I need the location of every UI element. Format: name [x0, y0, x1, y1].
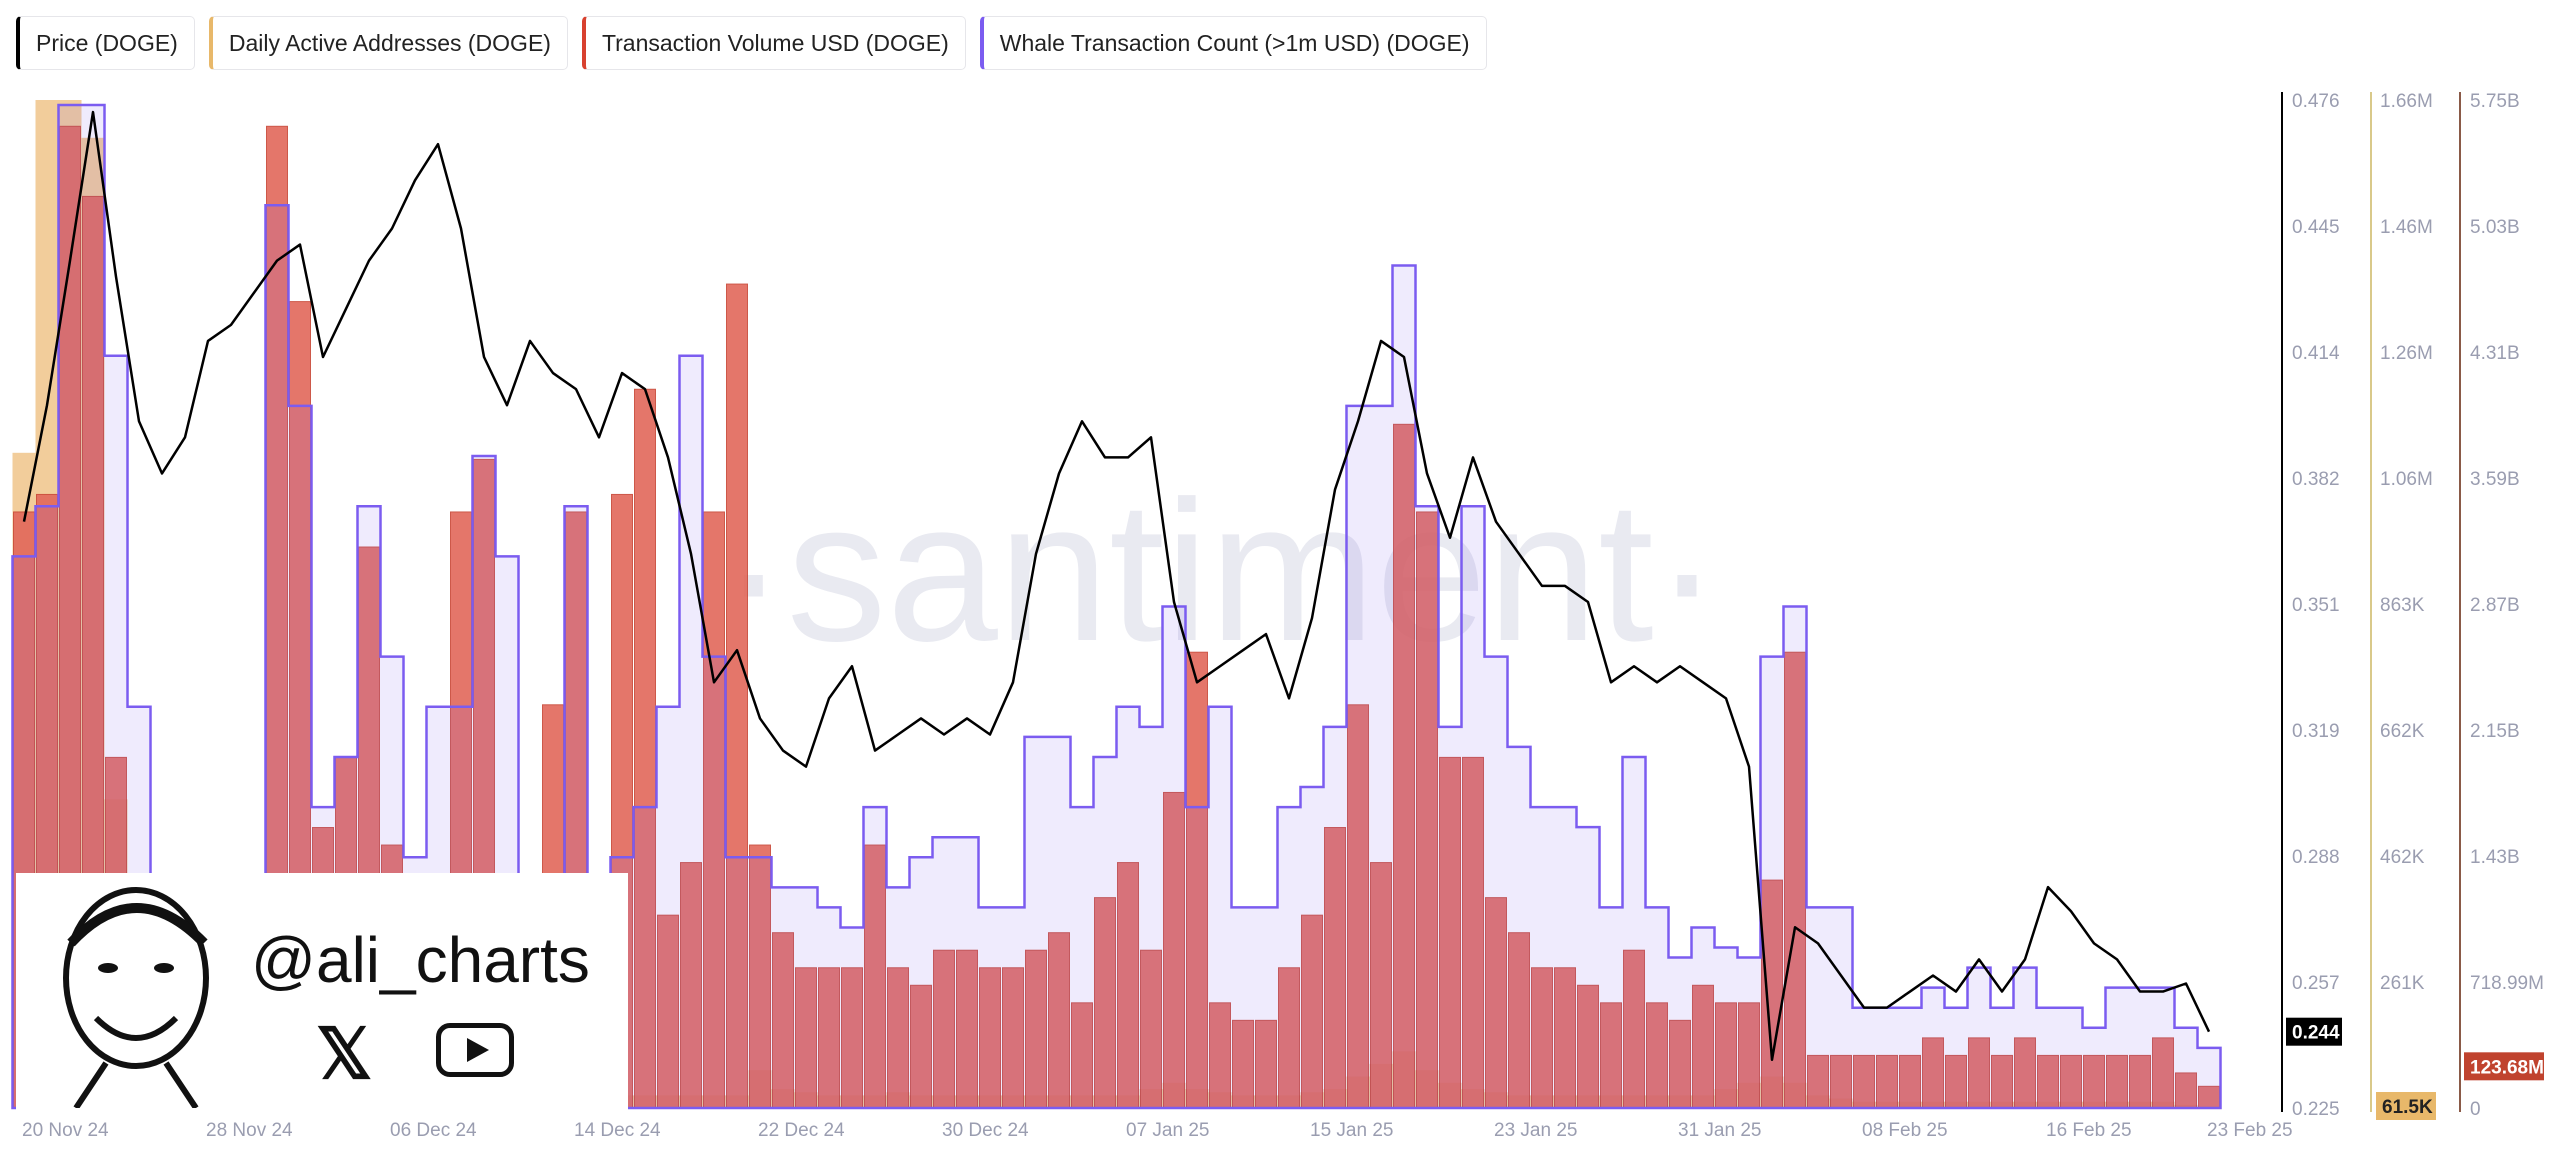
volume-current-badge: 123.68M [2470, 1057, 2544, 1078]
youtube-icon[interactable] [436, 1023, 514, 1077]
volume-tick-label: 5.03B [2470, 217, 2520, 238]
volume-tick-label: 718.99M [2470, 973, 2544, 994]
volume-tick-label: 5.75B [2470, 91, 2520, 112]
addresses-tick-label: 261K [2380, 973, 2425, 994]
author-handle: @ali_charts [251, 924, 590, 996]
x-tick-label: 15 Jan 25 [1310, 1120, 1393, 1141]
x-tick-label: 23 Jan 25 [1494, 1120, 1577, 1141]
legend: Price (DOGE) Daily Active Addresses (DOGE… [16, 16, 1487, 70]
price-tick-label: 0.319 [2292, 721, 2340, 742]
price-tick-label: 0.476 [2292, 91, 2340, 112]
axes: 0.476 0.445 0.414 0.382 0.351 0.319 0.288 0.257… [22, 91, 2544, 1141]
x-tick-label: 22 Dec 24 [758, 1120, 845, 1141]
watermark: ·santiment· [720, 460, 1720, 683]
addresses-tick-label: 1.26M [2380, 343, 2433, 364]
x-tick-label: 08 Feb 25 [1862, 1120, 1948, 1141]
addresses-tick-label: 1.66M [2380, 91, 2433, 112]
addresses-current-badge-bg [2376, 1092, 2436, 1120]
legend-item[interactable]: Whale Transaction Count (>1m USD) (DOGE) [979, 16, 1487, 70]
addresses-tick-label: 863K [2380, 595, 2425, 616]
addresses-tick-label: 662K [2380, 721, 2425, 742]
volume-tick-label: 3.59B [2470, 469, 2520, 490]
x-tick-label: 23 Feb 25 [2207, 1120, 2293, 1141]
price-tick-label: 0.414 [2292, 343, 2340, 364]
x-tick-label: 28 Nov 24 [206, 1120, 293, 1141]
price-line [22, 110, 2211, 1062]
price-series [22, 110, 2211, 1062]
addresses-current-badge: 61.5K [2382, 1097, 2433, 1118]
addresses-tick-label: 1.46M [2380, 217, 2433, 238]
x-tick-label: 31 Jan 25 [1678, 1120, 1761, 1141]
volume-tick-label: 2.15B [2470, 721, 2520, 742]
price-tick-label: 0.225 [2292, 1099, 2340, 1120]
x-tick-label: 30 Dec 24 [942, 1120, 1029, 1141]
x-logo-icon[interactable]: 𝕏 [316, 1015, 373, 1093]
legend-item[interactable]: Daily Active Addresses (DOGE) [208, 16, 568, 70]
volume-tick-label: 0 [2470, 1099, 2481, 1120]
whale-count-series [11, 103, 2222, 1110]
price-current-badge-bg [2286, 1017, 2342, 1046]
whale-count-step-line [11, 103, 2222, 1110]
volume-tick-label: 2.87B [2470, 595, 2520, 616]
x-tick-label: 14 Dec 24 [574, 1120, 661, 1141]
price-tick-label: 0.257 [2292, 973, 2340, 994]
author-overlay: @ali_charts 𝕏 [16, 873, 628, 1115]
x-tick-label: 16 Feb 25 [2046, 1120, 2132, 1141]
legend-item[interactable]: Price (DOGE) [16, 16, 195, 70]
price-tick-label: 0.445 [2292, 217, 2340, 238]
volume-tick-label: 4.31B [2470, 343, 2520, 364]
author-avatar-icon [63, 887, 209, 1108]
legend-item[interactable]: Transaction Volume USD (DOGE) [581, 16, 966, 70]
addresses-tick-label: 1.06M [2380, 469, 2433, 490]
price-tick-label: 0.288 [2292, 847, 2340, 868]
price-current-badge: 0.244 [2292, 1023, 2340, 1044]
x-tick-label: 06 Dec 24 [390, 1120, 477, 1141]
addresses-tick-label: 462K [2380, 847, 2425, 868]
volume-tick-label: 1.43B [2470, 847, 2520, 868]
price-tick-label: 0.351 [2292, 595, 2340, 616]
x-tick-label: 07 Jan 25 [1126, 1120, 1209, 1141]
volume-current-badge-bg [2464, 1052, 2544, 1081]
x-tick-label: 20 Nov 24 [22, 1120, 109, 1141]
price-tick-label: 0.382 [2292, 469, 2340, 490]
